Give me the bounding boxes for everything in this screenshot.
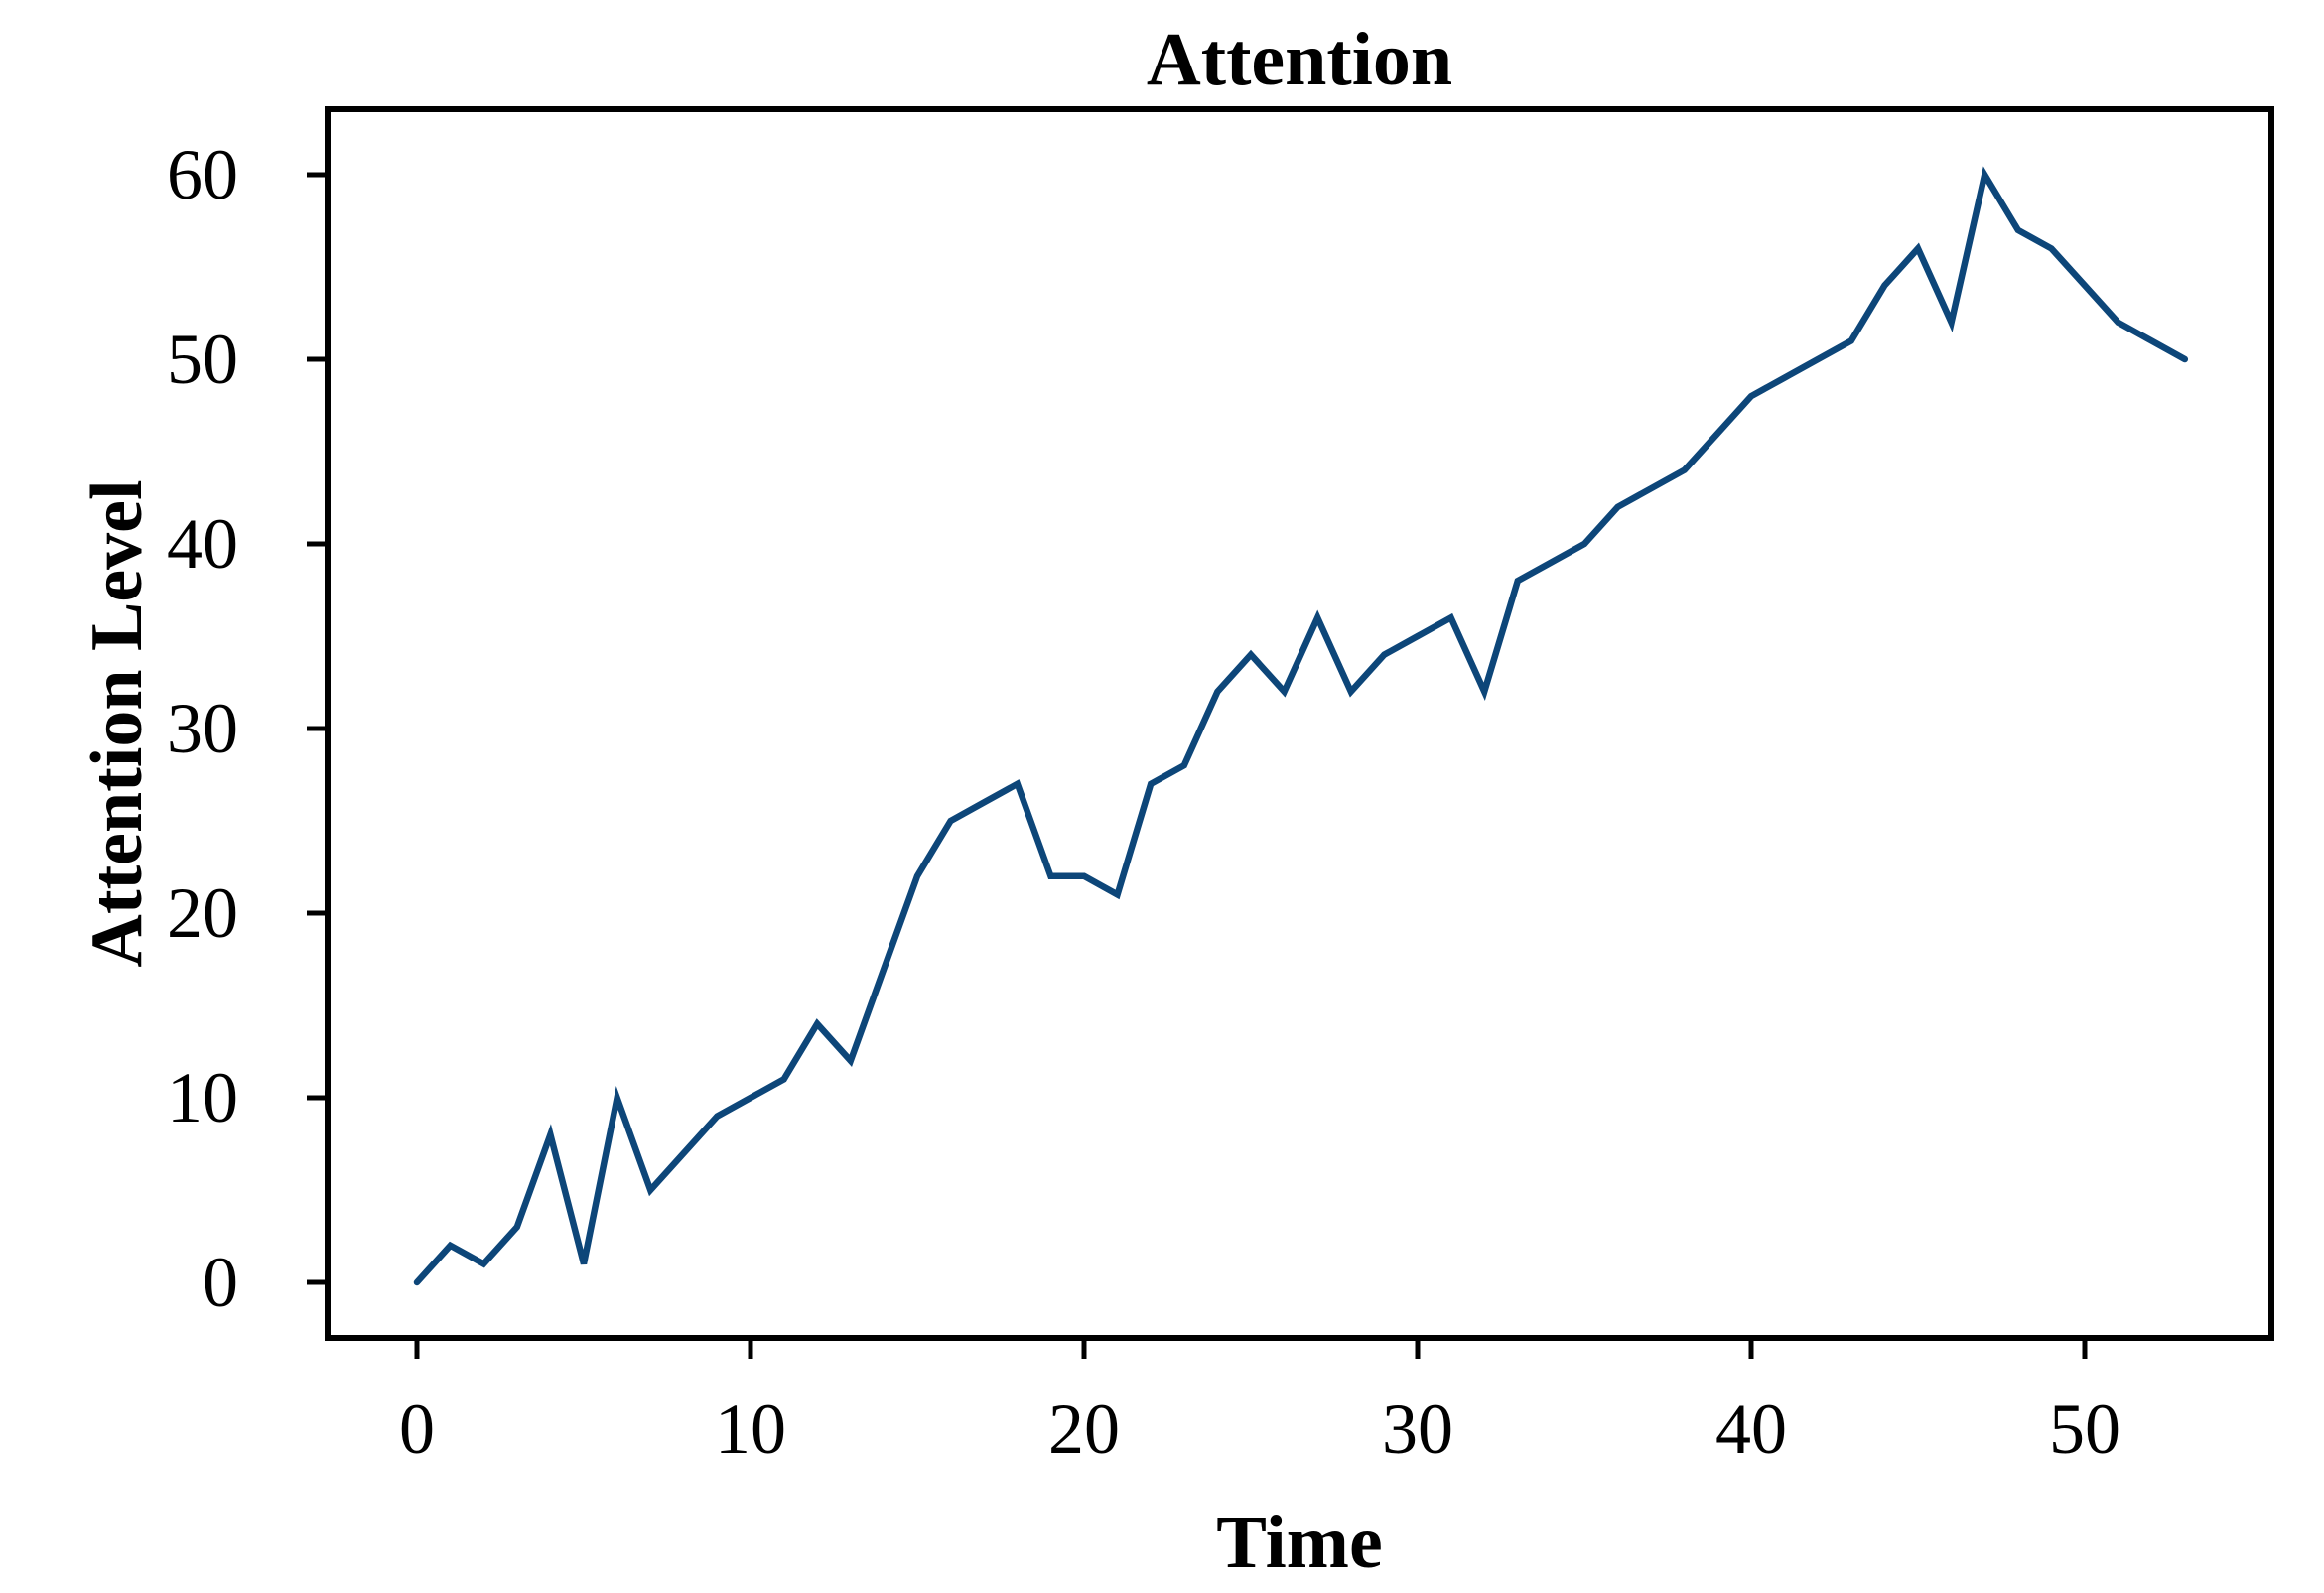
x-tick-label: 40: [1715, 1390, 1787, 1469]
chart-title: Attention: [1146, 18, 1453, 101]
y-tick-label: 60: [167, 135, 238, 214]
x-tick-label: 0: [399, 1390, 435, 1469]
y-tick-label: 20: [167, 873, 238, 953]
y-tick-label: 50: [167, 320, 238, 399]
x-tick-label: 20: [1048, 1390, 1120, 1469]
x-tick-label: 30: [1382, 1390, 1453, 1469]
y-tick-label: 30: [167, 689, 238, 768]
y-tick-label: 10: [167, 1058, 238, 1137]
plot-box: [325, 106, 2274, 1341]
x-tick-label: 50: [2049, 1390, 2120, 1469]
y-tick-label: 0: [203, 1243, 238, 1322]
attention-line: [413, 166, 2189, 1286]
x-axis-title: Time: [1216, 1501, 1383, 1584]
y-tick-label: 40: [167, 504, 238, 584]
x-tick-label: 10: [715, 1390, 786, 1469]
